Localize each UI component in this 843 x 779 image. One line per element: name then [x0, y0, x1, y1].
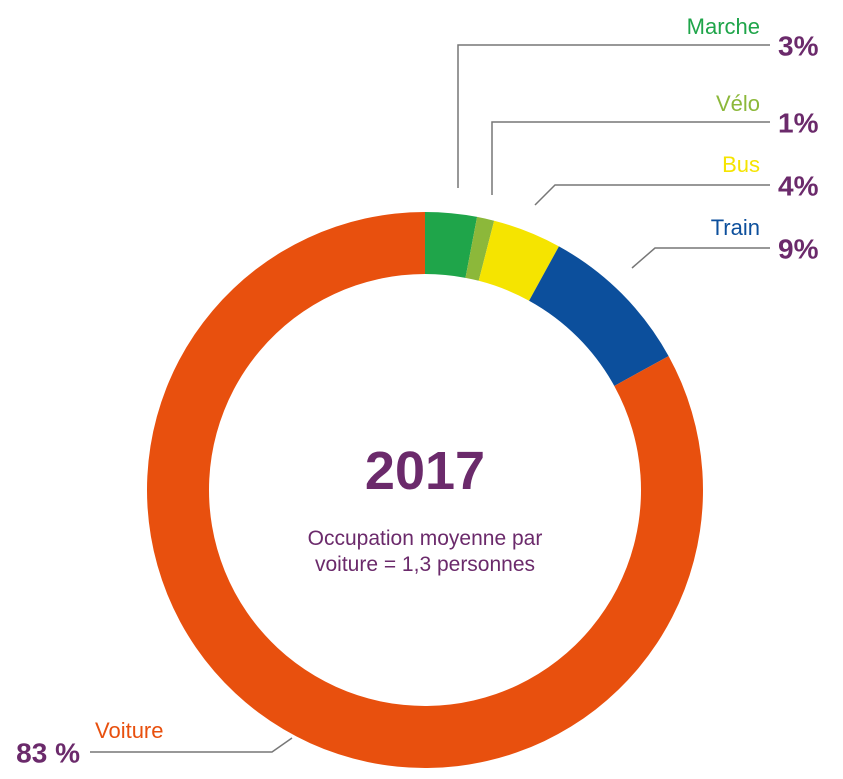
donut-slice: [478, 220, 559, 301]
value-label: 3%: [778, 30, 819, 61]
chart-title: 2017: [364, 441, 486, 501]
value-label: 1%: [778, 107, 819, 138]
category-label: Bus: [722, 152, 760, 177]
leader-line: [534, 184, 770, 206]
value-label: 9%: [778, 233, 819, 264]
category-label: Vélo: [716, 91, 760, 116]
leader-line: [90, 737, 293, 753]
donut-slice: [529, 246, 669, 386]
leader-line: [631, 247, 770, 269]
category-label: Voiture: [95, 718, 164, 743]
donut-slice: [465, 216, 495, 281]
leader-line: [491, 121, 770, 195]
donut-slice: [425, 212, 478, 278]
category-label: Train: [711, 215, 760, 240]
value-label: 4%: [778, 170, 819, 201]
leader-line: [457, 44, 770, 188]
chart-subtitle: Occupation moyenne par voiture = 1,3 per…: [307, 527, 543, 576]
center-label: 2017 Occupation moyenne par voiture = 1,…: [275, 440, 575, 578]
category-label: Marche: [687, 14, 760, 39]
value-label: 83 %: [16, 737, 80, 768]
